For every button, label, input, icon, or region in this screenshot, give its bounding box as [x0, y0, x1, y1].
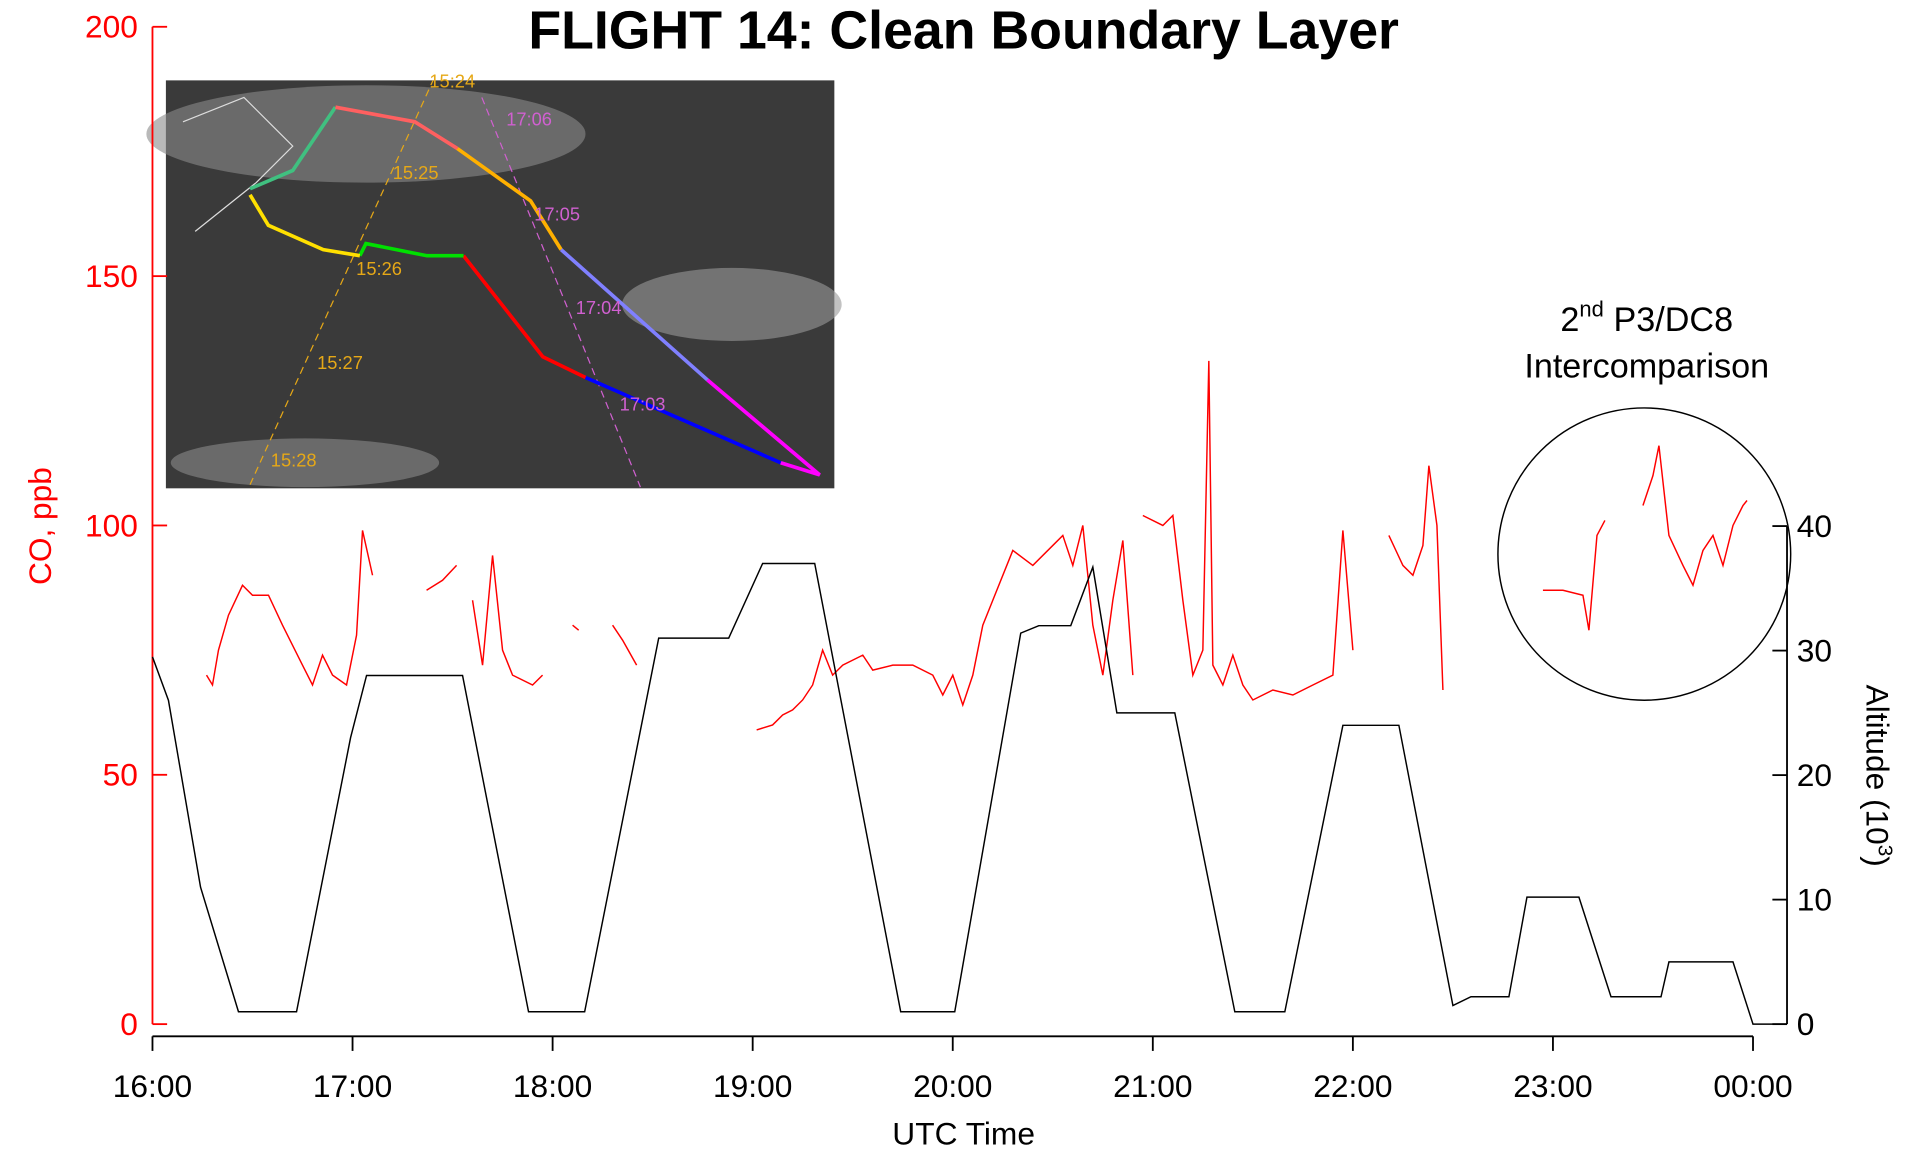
inset-time-label: 15:24	[429, 71, 475, 92]
chart: 15:24 15:25 15:26 15:27 15:28 17:03 17:04 17:05…	[0, 0, 1909, 1152]
inset-time-label: 15:26	[356, 258, 402, 279]
y-tick-label: 50	[103, 757, 138, 793]
inset-time-label: 15:28	[271, 449, 317, 470]
x-tick-label: 21:00	[1113, 1068, 1192, 1104]
x-axis-label: UTC Time	[892, 1116, 1035, 1152]
series-line	[152, 563, 1787, 1024]
annotation-text: P3/DC8	[1614, 301, 1734, 339]
annotation-circle	[1498, 408, 1791, 700]
y2-tick-label: 30	[1797, 633, 1832, 669]
inset-time-label: 17:06	[506, 108, 552, 129]
x-tick-label: 00:00	[1713, 1068, 1792, 1104]
x-tick-label: 22:00	[1313, 1068, 1392, 1104]
y-tick-label: 100	[85, 507, 138, 543]
map-inset: 15:24 15:25 15:26 15:27 15:28 17:03 17:04 17:05…	[146, 71, 841, 489]
annotation-line2: Intercomparison	[1524, 348, 1769, 386]
chart-title: FLIGHT 14: Clean Boundary Layer	[528, 1, 1399, 61]
x-tick-label: 20:00	[913, 1068, 992, 1104]
y2-label-close: )	[1859, 856, 1895, 867]
y2-tick-label: 20	[1797, 757, 1832, 793]
inset-time-label: 15:27	[317, 352, 363, 373]
y-axis-label: CO, ppb	[22, 467, 58, 585]
y2-axis-label: Altitude (103)	[1859, 685, 1896, 867]
y-tick-label: 150	[85, 258, 138, 294]
x-tick-label: 18:00	[513, 1068, 592, 1104]
y2-label-sup: 3	[1874, 845, 1897, 857]
annotation-ordinal: 2	[1560, 301, 1579, 339]
annotation: 2nd P3/DC8	[1560, 297, 1733, 340]
y2-label-text: Altitude (10	[1859, 685, 1895, 845]
y2-tick-label: 40	[1797, 508, 1832, 544]
x-tick-label: 23:00	[1513, 1068, 1592, 1104]
x-tick-label: 17:00	[313, 1068, 392, 1104]
cloud	[146, 85, 585, 182]
page: {"chart_data": { "type": "line", "title"…	[0, 0, 1909, 1152]
y-tick-label: 200	[85, 9, 138, 45]
x-tick-label: 19:00	[713, 1068, 792, 1104]
inset-time-label: 15:25	[393, 162, 439, 183]
inset-time-label: 17:03	[620, 393, 666, 414]
y2-tick-label: 0	[1797, 1006, 1815, 1042]
inset-time-label: 17:05	[534, 203, 580, 224]
x-tick-label: 16:00	[113, 1068, 192, 1104]
y-tick-label: 0	[120, 1006, 138, 1042]
cloud	[622, 268, 842, 341]
y2-tick-label: 10	[1797, 882, 1832, 918]
inset-time-label: 17:04	[576, 297, 622, 318]
annotation-suffix: nd	[1579, 297, 1603, 322]
